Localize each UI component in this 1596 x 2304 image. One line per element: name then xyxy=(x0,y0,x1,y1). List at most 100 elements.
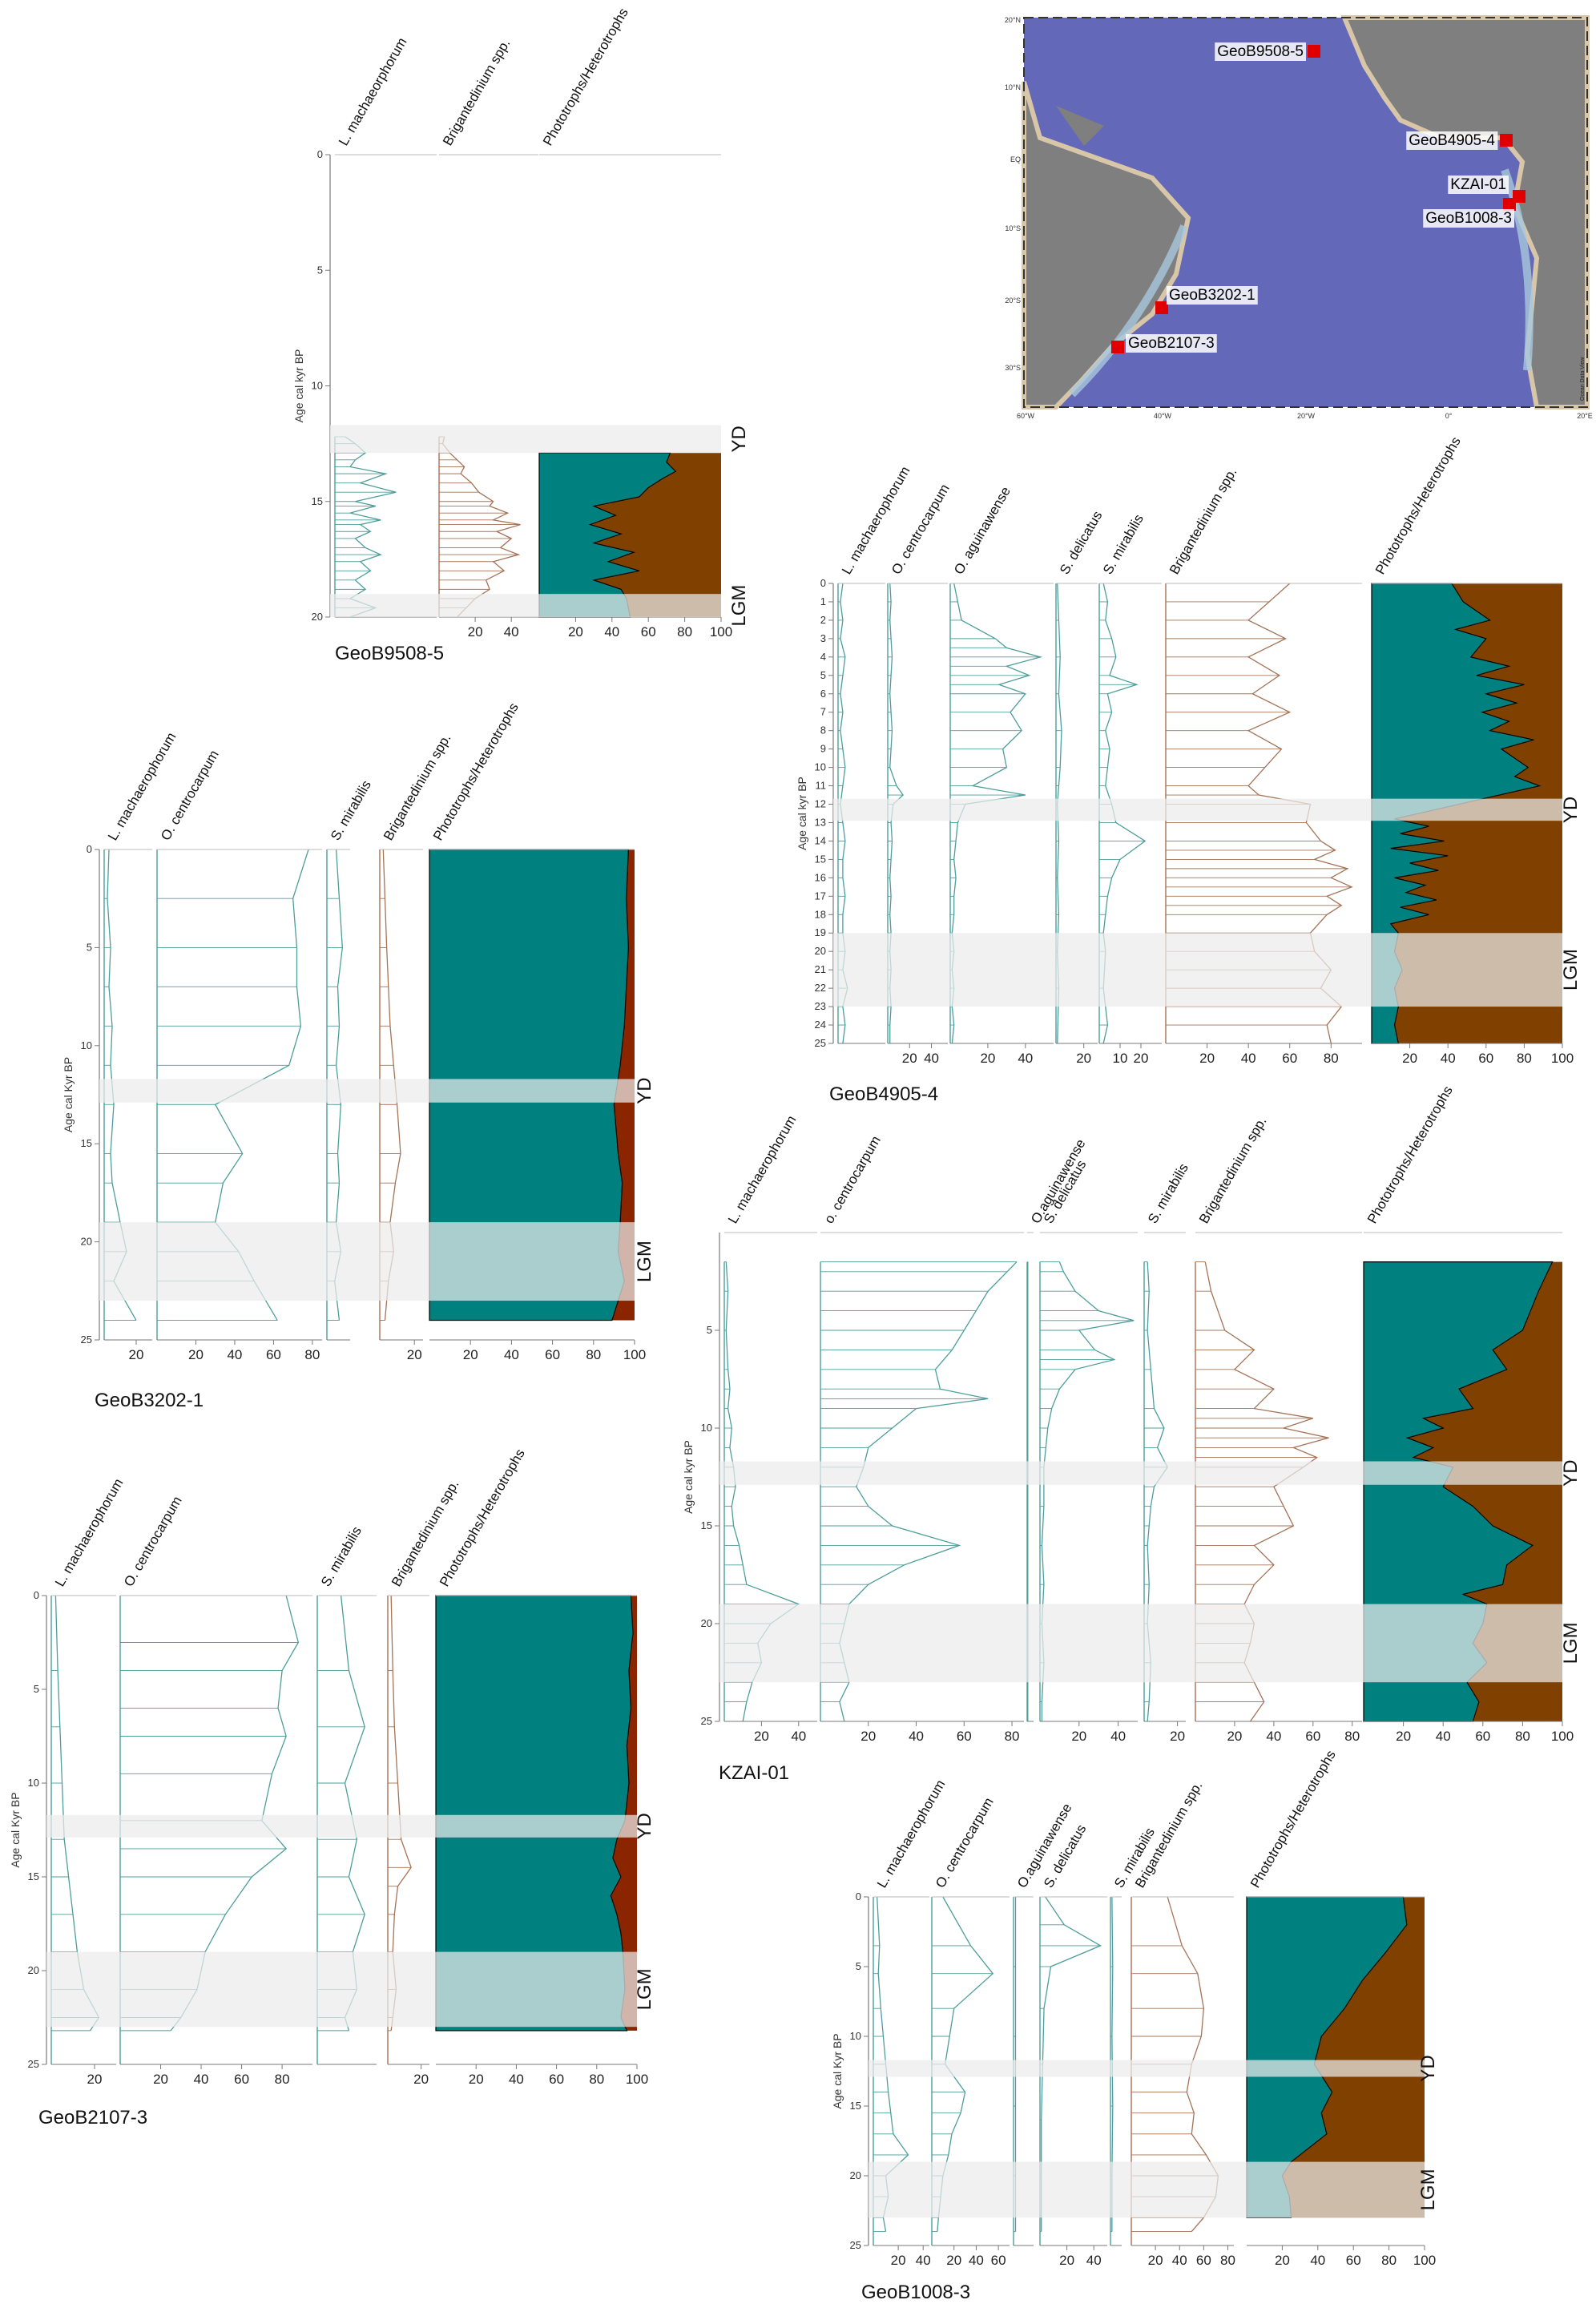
station-marker xyxy=(1111,341,1124,353)
map-lat-label: 20°S xyxy=(1005,297,1021,305)
age-tick-label: 13 xyxy=(815,816,826,828)
age-tick-label: 20 xyxy=(312,611,323,623)
panel-x-tick-label: 80 xyxy=(1220,2253,1235,2268)
map-credit: Ocean Data View xyxy=(1580,357,1586,401)
map-lon-label: 20°E xyxy=(1577,412,1593,420)
age-axis-title: Age cal kyr BP xyxy=(796,777,808,850)
panel-title: O. centrocarpum xyxy=(121,1494,185,1589)
panel-x-tick-label: 20 xyxy=(568,624,583,640)
caribbean-land xyxy=(1056,106,1104,146)
panel-title: Phototrophs/Heterotrophs xyxy=(1372,434,1464,577)
panel-x-tick-label: 20 xyxy=(754,1729,769,1744)
station-label-bg xyxy=(1406,131,1498,150)
panel-title: O. centrocarpum xyxy=(158,748,222,843)
climate-band-label: LGM xyxy=(728,585,750,627)
age-tick-label: 25 xyxy=(28,2058,39,2070)
climate-band-label: YD xyxy=(1560,1459,1582,1486)
map-lat-label: 30°S xyxy=(1005,364,1021,372)
core-name: KZAI-01 xyxy=(719,1762,789,1784)
panel-x-tick-label: 40 xyxy=(1266,1729,1281,1744)
age-tick-label: 5 xyxy=(317,264,323,276)
climate-band xyxy=(330,594,721,617)
core-name: GeoB9508-5 xyxy=(335,643,444,664)
station-label-bg xyxy=(1215,42,1306,61)
panel-x-tick-label: 100 xyxy=(623,1347,646,1362)
age-tick-label: 10 xyxy=(312,380,323,392)
climate-band-label: YD xyxy=(634,1813,655,1839)
core-name: GeoB1008-3 xyxy=(861,2282,970,2303)
panel-x-tick-label: 40 xyxy=(916,2253,931,2268)
panel-x-tick-label: 20 xyxy=(946,2253,961,2268)
age-tick-label: 25 xyxy=(81,1334,92,1346)
panel-x-tick-label: 40 xyxy=(969,2253,984,2268)
age-axis-title: Age cal Kyr BP xyxy=(831,2033,844,2108)
panel-x-tick-label: 60 xyxy=(641,624,656,640)
panel-title: O. aguinawense xyxy=(951,484,1014,577)
panel-x-tick-label: 60 xyxy=(991,2253,1006,2268)
age-tick-label: 0 xyxy=(34,1589,39,1601)
age-tick-label: 20 xyxy=(81,1236,92,1248)
panel-x-tick-label: 80 xyxy=(677,624,692,640)
panel-x-tick-label: 40 xyxy=(1110,1729,1126,1744)
panel-x-tick-label: 20 xyxy=(87,2072,103,2087)
station-label-bg xyxy=(1423,209,1514,228)
age-tick-label: 17 xyxy=(815,890,826,902)
panel-phototrophs-heterotrophs: 20 40 60 80 100 Phototrophs/Heterotrophs xyxy=(538,6,732,640)
panel-x-tick-label: 100 xyxy=(1413,2253,1436,2268)
panel-title: S. mirabilis xyxy=(1100,512,1147,577)
age-tick-label: 21 xyxy=(815,963,826,975)
panel-title: Brigantedinium spp. xyxy=(440,36,514,148)
age-tick-label: 15 xyxy=(28,1870,39,1882)
panel-x-tick-label: 40 xyxy=(1436,1729,1451,1744)
age-tick-label: 23 xyxy=(815,1000,826,1012)
panel-x-tick-label: 100 xyxy=(710,624,732,640)
diagram-KZAI-01: 5 10 15 20 25 Age cal kyr BP 20 40 L. machaeroph… xyxy=(682,1083,1582,1784)
panel-x-tick-label: 80 xyxy=(1344,1729,1360,1744)
map-lon-label: 0° xyxy=(1445,412,1453,420)
diagram-GeoB4905-4: 0123456789101112131415161718192021222324… xyxy=(796,434,1582,1105)
panel-x-tick-label: 40 xyxy=(924,1051,939,1066)
diagram-GeoB2107-3: 0 5 10 15 20 25 Age cal Kyr BP 20 L. machaeropho… xyxy=(9,1447,655,2128)
panel-x-tick-label: 20 xyxy=(469,2072,484,2087)
age-tick-label: 10 xyxy=(28,1777,39,1789)
climate-band xyxy=(719,1604,1562,1683)
map-lat-label: 10°S xyxy=(1005,224,1021,232)
panel-x-tick-label: 20 xyxy=(980,1051,995,1066)
age-tick-label: 2 xyxy=(820,614,826,626)
diagram-GeoB9508-5: 0 5 10 15 20 Age cal kyr BP L. machaeorphorum 2… xyxy=(292,6,750,664)
panel-x-tick-label: 20 xyxy=(468,624,483,640)
panel-x-tick-label: 60 xyxy=(1196,2253,1211,2268)
age-tick-label: 7 xyxy=(820,706,826,718)
panel-title: Phototrophs/Heterotrophs xyxy=(1364,1083,1456,1226)
climate-band xyxy=(833,933,1562,1007)
age-tick-label: 14 xyxy=(815,834,826,846)
panel-x-tick-label: 40 xyxy=(791,1729,806,1744)
panel-x-tick-label: 20 xyxy=(902,1051,917,1066)
age-tick-label: 24 xyxy=(815,1019,826,1031)
age-tick-label: 20 xyxy=(28,1964,39,1976)
age-tick-label: 0 xyxy=(820,577,826,589)
panel-title: L. machaerophorum xyxy=(52,1476,127,1589)
panel-x-tick-label: 20 xyxy=(1396,1729,1411,1744)
age-tick-label: 10 xyxy=(815,761,826,773)
age-tick-label: 15 xyxy=(312,495,323,507)
map-lat-label: EQ xyxy=(1010,155,1021,163)
panel-title: L. machaerophorum xyxy=(725,1113,800,1226)
climate-band-label: YD xyxy=(634,1077,655,1104)
age-tick-label: 15 xyxy=(815,853,826,865)
panel-x-tick-label: 40 xyxy=(509,2072,524,2087)
map-frame xyxy=(1023,17,1588,408)
age-tick-label: 15 xyxy=(850,2100,861,2112)
panel-x-tick-label: 80 xyxy=(1381,2253,1396,2268)
map-lon-label: 60°W xyxy=(1017,412,1035,420)
panel-x-tick-label: 20 xyxy=(1227,1729,1242,1744)
abundance-profile xyxy=(345,436,397,618)
core-name: GeoB2107-3 xyxy=(38,2107,147,2128)
panel-title: o. centrocarpum xyxy=(821,1133,884,1226)
panel-title: S. mirabilis xyxy=(1145,1161,1191,1226)
age-tick-label: 10 xyxy=(850,2030,861,2042)
climate-band xyxy=(330,425,721,454)
map-lat-label: 20°N xyxy=(1005,16,1021,24)
panel-x-tick-label: 20 xyxy=(1059,2253,1074,2268)
panel-x-tick-label: 40 xyxy=(909,1729,924,1744)
